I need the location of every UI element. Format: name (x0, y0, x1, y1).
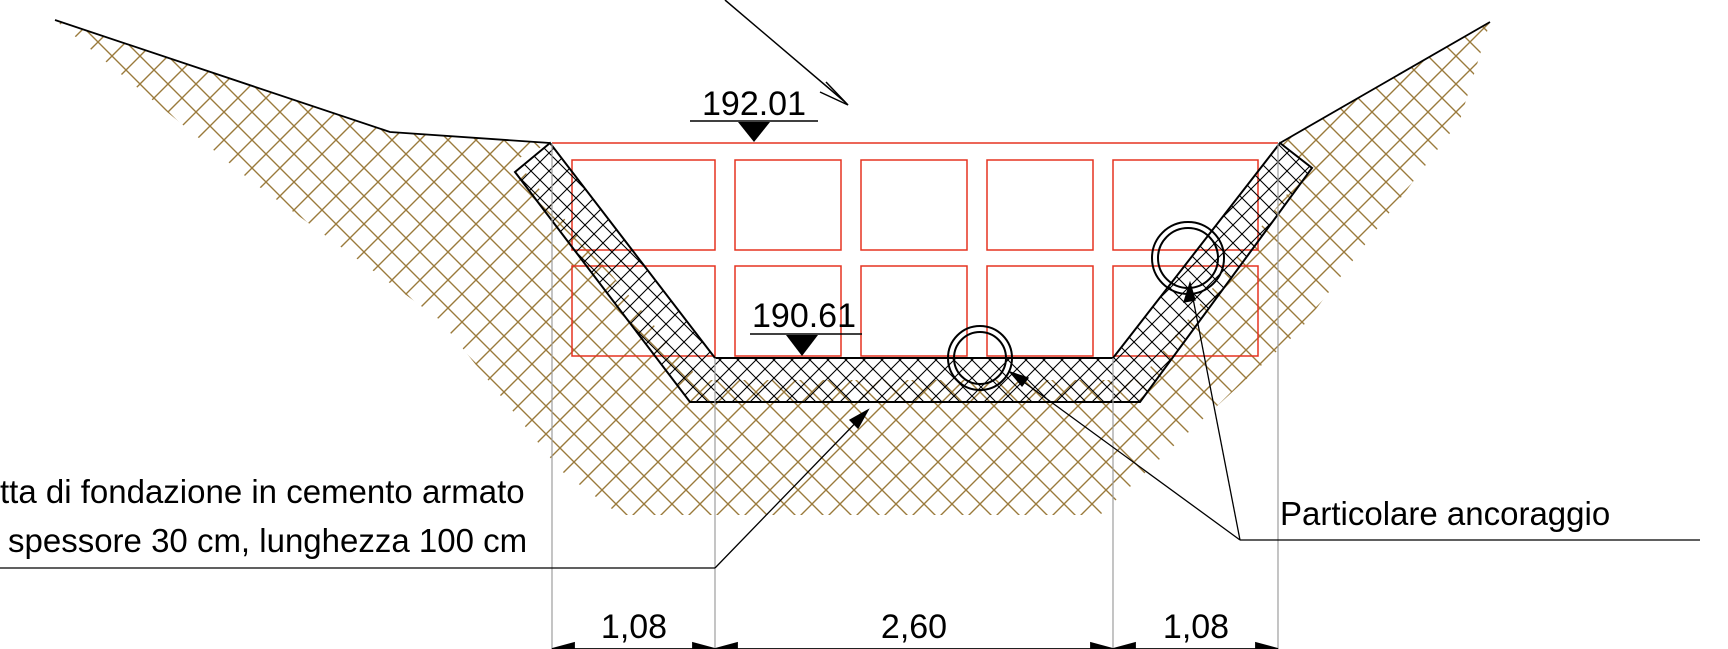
dimension-line (551, 641, 1279, 649)
elevation-top-label: 192.01 (702, 85, 806, 123)
dimension-left-label: 1,08 (601, 608, 667, 646)
elevation-marker-top: 192.01 (690, 85, 818, 142)
dimension-reference-lines (551, 143, 1279, 649)
foundation-note-line1: tta di fondazione in cemento armato (0, 473, 525, 510)
top-leader-arrow (724, 0, 849, 106)
foundation-leader (0, 408, 870, 569)
ground-line (54, 19, 1491, 144)
elevation-marker-bottom: 190.61 (750, 297, 862, 356)
concrete-foundation (513, 141, 1314, 403)
foundation-note-line2: spessore 30 cm, lunghezza 100 cm (8, 522, 527, 559)
anchor-detail-label: Particolare ancoraggio (1280, 495, 1610, 532)
anchor-detail-leaders (1007, 280, 1700, 541)
dimension-center-label: 2,60 (881, 608, 947, 646)
dimension-right-label: 1,08 (1163, 608, 1229, 646)
elevation-bottom-label: 190.61 (752, 297, 856, 335)
